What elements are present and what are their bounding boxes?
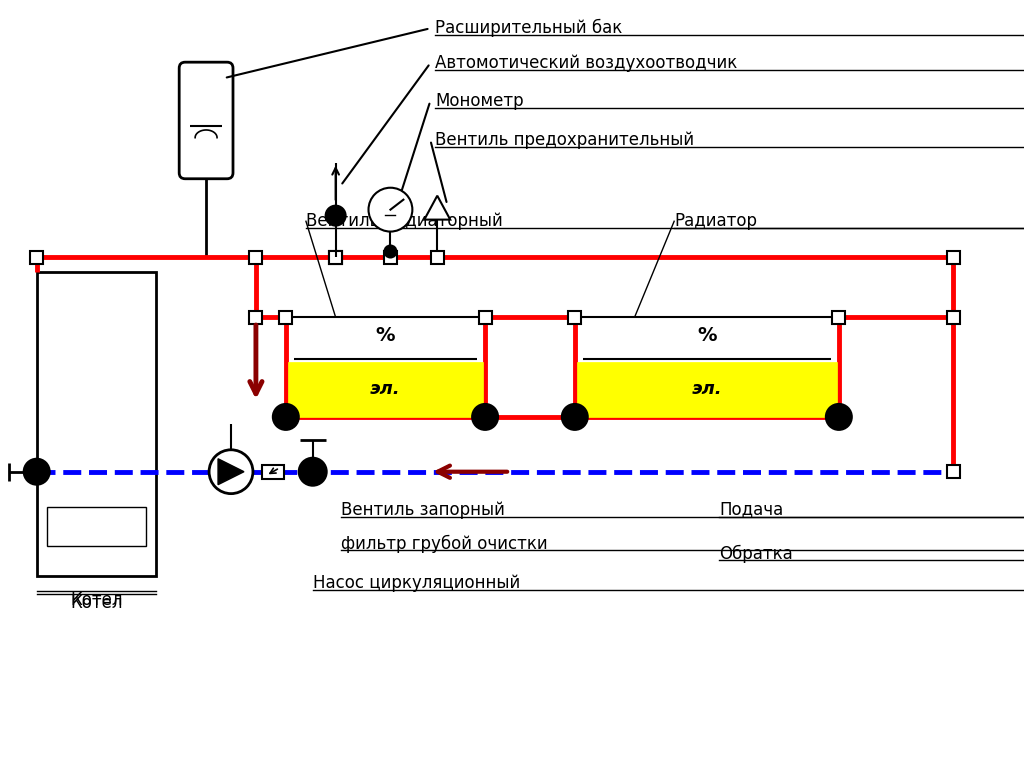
Text: Монометр: Монометр [435, 92, 524, 110]
Text: Подача: Подача [719, 500, 784, 518]
Bar [249, 251, 263, 264]
Text: эл.: эл. [692, 380, 722, 398]
Circle shape [385, 246, 396, 257]
Bar [37, 272, 156, 576]
FancyBboxPatch shape [180, 63, 233, 179]
Text: Котел: Котел [70, 594, 123, 612]
Bar [286, 317, 485, 417]
Bar [431, 251, 444, 264]
Bar [568, 411, 582, 423]
Circle shape [826, 404, 852, 430]
Bar [279, 411, 292, 423]
Polygon shape [219, 459, 244, 485]
Circle shape [299, 457, 326, 486]
Bar [832, 411, 845, 423]
Circle shape [472, 404, 498, 430]
Bar [249, 310, 263, 324]
Bar [46, 507, 147, 547]
Bar [832, 310, 845, 324]
Bar [478, 310, 491, 324]
Bar [279, 310, 292, 324]
Text: фильтр грубой очистки: фильтр грубой очистки [341, 534, 547, 553]
Circle shape [368, 188, 412, 231]
Bar [30, 251, 43, 264]
Text: Котел: Котел [70, 591, 123, 609]
Bar [262, 465, 284, 479]
Circle shape [562, 404, 588, 430]
Text: Расширительный бак: Расширительный бак [435, 20, 623, 38]
Text: %: % [697, 325, 716, 345]
Polygon shape [425, 196, 450, 220]
Bar [329, 251, 342, 264]
Circle shape [273, 404, 299, 430]
Bar [288, 362, 483, 417]
Bar [947, 310, 960, 324]
Bar [947, 465, 960, 478]
Text: Вентиль предохранительный: Вентиль предохранительный [435, 131, 695, 149]
Text: Вентиль радиаторный: Вентиль радиаторный [306, 212, 503, 230]
Text: Обратка: Обратка [719, 544, 793, 562]
Text: Вентиль запорный: Вентиль запорный [341, 500, 505, 518]
Circle shape [325, 206, 346, 225]
Text: эл.: эл. [370, 380, 401, 398]
Bar [329, 251, 342, 264]
Bar [947, 251, 960, 264]
Bar [568, 310, 582, 324]
Bar [478, 411, 491, 423]
Circle shape [209, 450, 253, 493]
Text: Автомотический воздухоотводчик: Автомотический воздухоотводчик [435, 54, 738, 72]
Bar [30, 465, 43, 478]
Bar [577, 362, 837, 417]
Text: Насос циркуляционный: Насос циркуляционный [313, 574, 520, 592]
Bar [384, 251, 397, 264]
Text: %: % [376, 325, 395, 345]
Text: Радиатор: Радиатор [674, 212, 757, 230]
Circle shape [24, 459, 49, 485]
Bar [575, 317, 839, 417]
